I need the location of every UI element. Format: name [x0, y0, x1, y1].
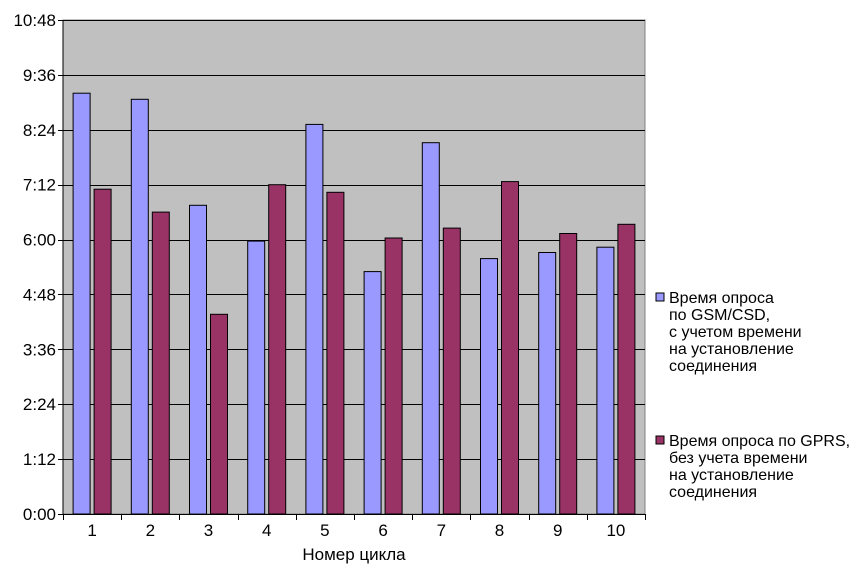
legend-swatch-series-1 [655, 292, 665, 302]
y-tick-label: 1:12 [23, 450, 56, 469]
bar-series-2-cycle-4 [268, 184, 287, 515]
bar-series-2-cycle-1 [93, 188, 112, 515]
y-tick-label: 6:00 [23, 231, 56, 250]
x-tick-label: 8 [495, 521, 504, 540]
bar-series-2-cycle-9 [559, 233, 578, 515]
legend: Время опроса по GSM/CSD, с учетом времени н… [655, 290, 850, 501]
legend-label-line: на установление [669, 467, 794, 484]
legend-label-line: соединения [669, 484, 757, 501]
y-tick-label: 10:48 [13, 11, 56, 30]
y-tick-label: 3:36 [23, 340, 56, 359]
legend-label-line: по GSM/CSD, [669, 307, 770, 324]
bars [72, 92, 636, 515]
bar-series-1-cycle-1 [72, 92, 91, 515]
legend-label-series-1: Время опроса по GSM/CSD, с учетом времени н… [669, 290, 802, 375]
y-axis-tick-labels: 0:00 1:12 2:24 3:36 4:48 6:00 7:12 8:24 9:36 10:4… [13, 11, 56, 524]
legend-label-series-2: Время опроса по GPRS, без учета времени на… [669, 433, 850, 501]
x-axis-title: Номер цикла [302, 545, 406, 564]
legend-label-line: соединения [669, 358, 757, 375]
bar-series-1-cycle-7 [421, 142, 440, 515]
x-tick-label: 6 [378, 521, 387, 540]
bar-series-1-cycle-10 [596, 246, 615, 515]
legend-swatch-series-2 [655, 435, 665, 445]
x-axis-tick-labels: 1 2 3 4 5 6 7 8 9 10 [87, 521, 625, 540]
x-tick-label: 5 [320, 521, 329, 540]
bar-series-1-cycle-4 [247, 240, 266, 515]
bar-series-1-cycle-8 [480, 258, 498, 515]
x-tick-label: 10 [606, 521, 625, 540]
x-tick-label: 4 [262, 521, 271, 540]
legend-label-line: на установление [669, 341, 794, 358]
bar-series-2-cycle-7 [442, 227, 461, 515]
y-tick-label: 8:24 [23, 121, 56, 140]
y-tick-label: 9:36 [23, 66, 56, 85]
legend-label-line: Время опроса по GPRS, [669, 433, 850, 450]
bar-series-2-cycle-6 [384, 237, 403, 515]
bar-series-2-cycle-3 [210, 313, 228, 515]
bar-series-1-cycle-9 [538, 252, 557, 515]
y-tick-label: 0:00 [23, 505, 56, 524]
bar-series-2-cycle-10 [617, 223, 636, 515]
bar-series-2-cycle-8 [501, 181, 519, 515]
plot-area [62, 19, 646, 515]
x-tick-label: 1 [87, 521, 96, 540]
axes [58, 20, 646, 520]
legend-label-line: без учета времени [669, 450, 807, 467]
bar-series-2-cycle-2 [151, 211, 170, 515]
x-tick-label: 9 [553, 521, 562, 540]
x-tick-label: 3 [204, 521, 213, 540]
bar-series-2-cycle-5 [326, 191, 345, 515]
bar-series-1-cycle-5 [305, 123, 324, 515]
x-tick-label: 2 [146, 521, 155, 540]
legend-label-line: Время опроса [669, 290, 774, 307]
legend-label-line: с учетом времени [669, 324, 802, 341]
y-tick-label: 2:24 [23, 395, 56, 414]
y-tick-label: 4:48 [23, 285, 56, 304]
bar-series-1-cycle-2 [130, 98, 149, 515]
bar-series-1-cycle-3 [189, 204, 207, 515]
y-tick-label: 7:12 [23, 176, 56, 195]
bar-series-1-cycle-6 [363, 271, 382, 515]
x-tick-label: 7 [437, 521, 446, 540]
